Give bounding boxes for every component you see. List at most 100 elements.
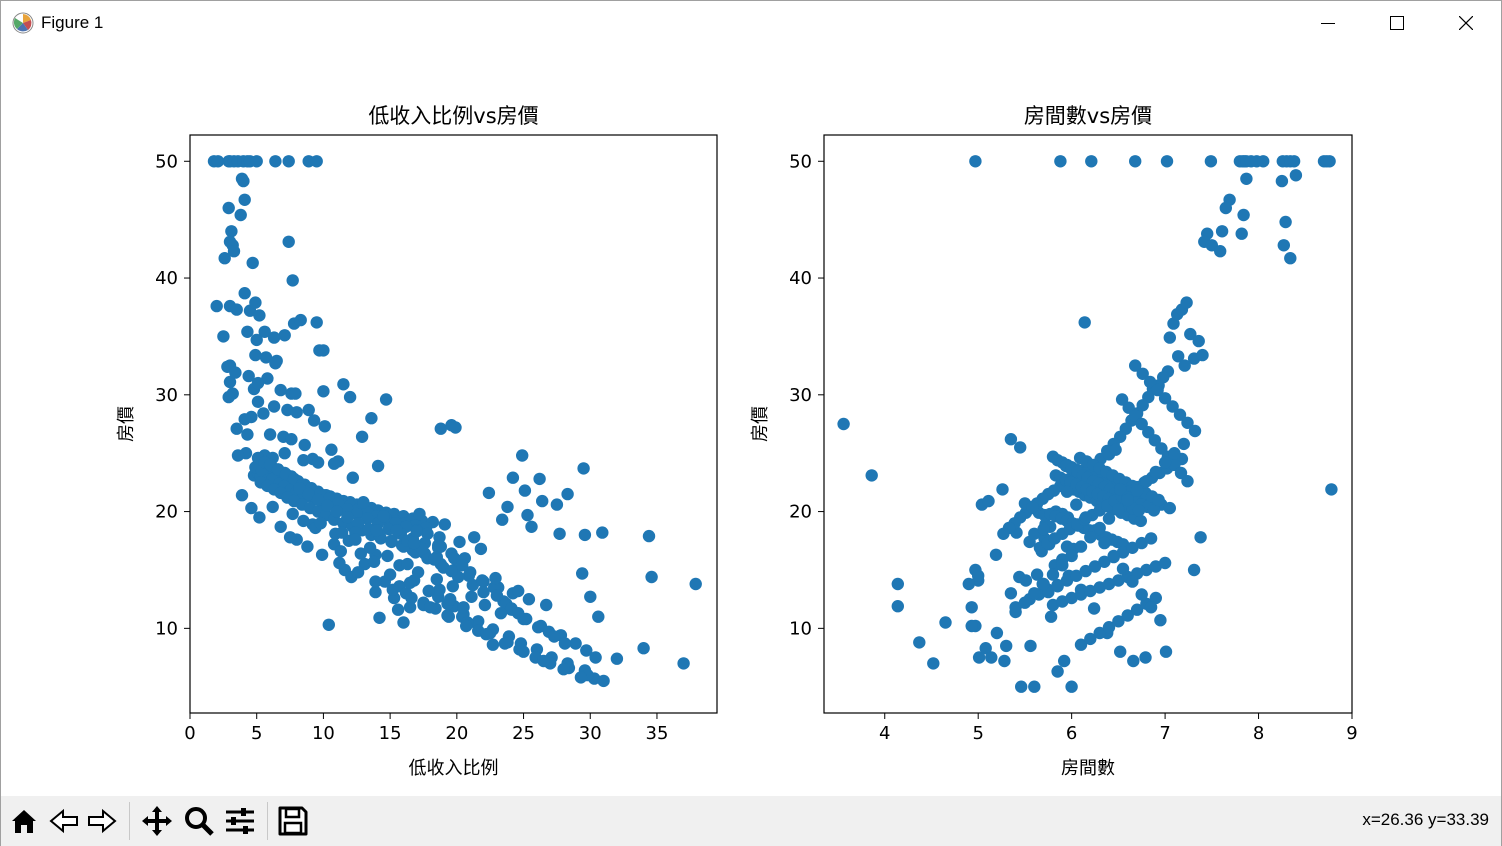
scatter-point — [401, 557, 414, 571]
scatter-point — [1219, 201, 1233, 215]
maximize-icon — [1390, 16, 1404, 30]
scatter-point — [263, 428, 277, 441]
scatter-point — [939, 616, 952, 629]
scatter-point — [533, 472, 546, 486]
scatter-point — [1074, 638, 1088, 651]
scatter-point — [989, 548, 1003, 561]
x-tick-label: 9 — [1346, 723, 1357, 744]
forward-button[interactable] — [85, 804, 119, 838]
scatter-point — [891, 577, 904, 591]
scatter-point — [1136, 367, 1149, 380]
save-icon — [278, 806, 308, 836]
scatter-point — [411, 566, 425, 579]
scatter-point — [965, 619, 978, 633]
scatter-point — [998, 654, 1011, 668]
back-button[interactable] — [47, 804, 81, 838]
scatter-point — [536, 494, 549, 508]
scatter-point — [321, 499, 334, 512]
scatter-point — [997, 527, 1010, 540]
scatter-point — [982, 494, 995, 508]
scatter-point — [1093, 581, 1106, 594]
scatter-point — [1112, 503, 1125, 516]
scatter-point — [1070, 498, 1083, 511]
home-button[interactable] — [7, 804, 41, 838]
scatter-point — [238, 413, 251, 426]
zoom-button[interactable] — [182, 804, 216, 838]
close-button[interactable] — [1431, 1, 1501, 45]
scatter-point — [589, 651, 602, 664]
scatter-point — [466, 578, 479, 592]
scatter-point — [1177, 437, 1191, 451]
scatter-point — [1126, 541, 1139, 554]
scatter-point — [512, 584, 525, 598]
scatter-point — [253, 511, 266, 524]
scatter-point — [1056, 595, 1069, 608]
scatter-point — [230, 303, 243, 316]
minimize-button[interactable] — [1293, 1, 1363, 45]
scatter-point — [1144, 601, 1158, 614]
scatter-point — [251, 376, 265, 390]
scatter-point — [561, 487, 574, 501]
scatter-point — [689, 577, 702, 591]
scatter-point — [506, 471, 520, 484]
scatter-point — [1121, 609, 1134, 622]
figure-canvas[interactable]: 0 5 10 15 20 25 30 35 10 20 30 40 50 低收入比例vs房價 低收入比例 房價… — [1, 45, 1501, 795]
scatter-point — [438, 518, 451, 531]
scatter-point — [377, 510, 390, 523]
scatter-point — [1065, 549, 1078, 563]
scatter-point — [913, 636, 926, 649]
scatter-point — [557, 663, 570, 676]
scatter-point — [317, 344, 330, 357]
scatter-point — [253, 309, 266, 322]
minimize-icon — [1321, 23, 1335, 24]
scatter-point — [522, 593, 536, 606]
scatter-point — [1079, 511, 1092, 524]
scatter-point — [365, 412, 378, 425]
scatter-point — [1070, 569, 1083, 582]
scatter-point — [1060, 485, 1074, 498]
scatter-point — [315, 548, 329, 561]
scatter-point — [1181, 475, 1194, 488]
scatter-point — [421, 527, 434, 540]
scatter-point — [574, 671, 588, 684]
scatter-point — [553, 527, 566, 540]
scatter-point — [979, 642, 992, 655]
scatter-point — [391, 603, 405, 616]
scatter-point — [480, 628, 493, 641]
scatter-point — [238, 193, 251, 206]
scatter-point — [1015, 680, 1028, 693]
save-button[interactable] — [276, 804, 310, 838]
scatter-point — [1166, 400, 1179, 413]
scatter-point — [489, 571, 502, 585]
scatter-point — [577, 462, 590, 475]
configure-subplots-button[interactable] — [223, 804, 257, 838]
scatter-point — [1079, 564, 1092, 578]
scatter-point — [245, 501, 258, 515]
scatter-point — [1325, 483, 1338, 496]
scatter-point — [1121, 493, 1134, 507]
maximize-button[interactable] — [1362, 1, 1432, 45]
scatter-point — [1240, 172, 1253, 185]
scatter-point — [390, 524, 403, 537]
scatter-point — [407, 536, 421, 550]
scatter-point — [274, 520, 287, 533]
scatter-point — [1215, 225, 1229, 238]
scatter-point — [267, 400, 281, 413]
x-tick-label: 15 — [379, 723, 402, 744]
scatter-point — [576, 567, 589, 580]
scatter-point — [405, 591, 418, 605]
scatter-point — [367, 555, 381, 568]
scatter-point — [1009, 605, 1022, 619]
scatter-point — [1129, 155, 1142, 168]
scatter-point — [428, 553, 441, 566]
scatter-point — [434, 422, 447, 435]
scatter-point — [498, 637, 512, 650]
scatter-point — [335, 526, 349, 539]
scatter-point — [1323, 155, 1336, 168]
scatter-point — [1065, 680, 1078, 693]
pan-button[interactable] — [140, 804, 174, 838]
title-bar[interactable]: Figure 1 — [1, 1, 1501, 45]
scatter-point — [580, 644, 593, 657]
scatter-point — [962, 577, 975, 591]
scatter-point — [1019, 574, 1033, 587]
